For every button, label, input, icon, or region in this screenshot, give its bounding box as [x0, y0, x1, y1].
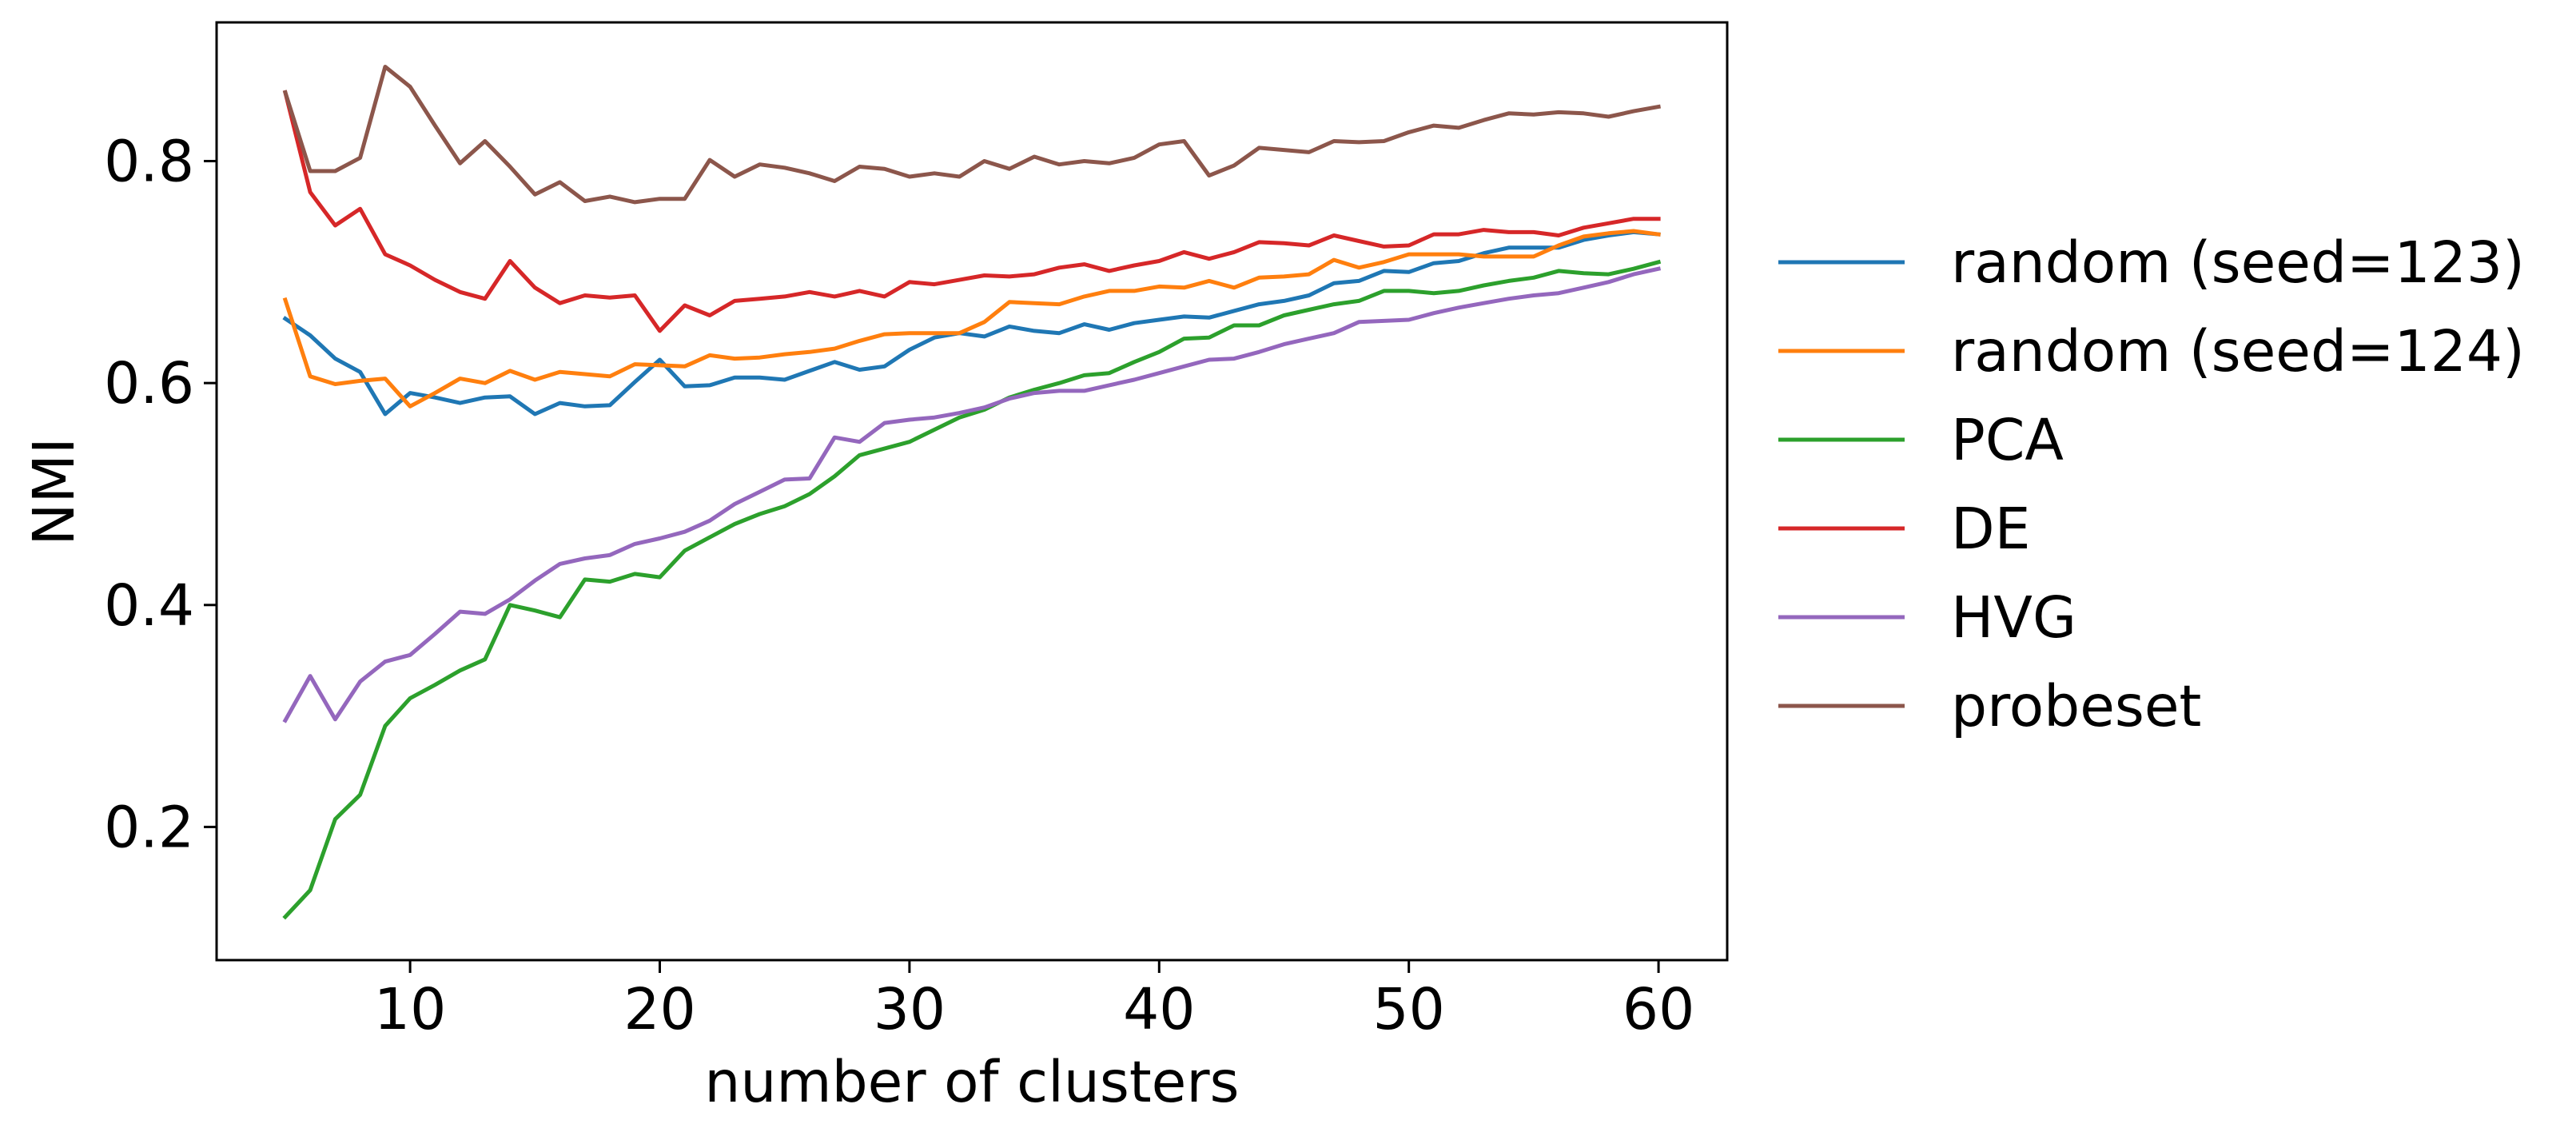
series-line	[282, 266, 1662, 723]
x-axis-ticks: 10 20 30 40 50 60	[374, 960, 1694, 1042]
plot-frame	[215, 21, 1729, 962]
series-line	[282, 259, 1662, 920]
legend-label: HVG	[1951, 584, 2076, 651]
x-tick-label: 10	[374, 976, 446, 1042]
x-tick-label: 60	[1622, 976, 1694, 1042]
x-axis-label: number of clusters	[704, 1049, 1239, 1115]
x-tick-label: 40	[1123, 976, 1195, 1042]
series-line	[282, 65, 1662, 205]
y-tick-label: 0.6	[104, 350, 194, 417]
x-tick-label: 20	[623, 976, 695, 1042]
legend-label: probeset	[1951, 673, 2201, 739]
series-line	[282, 90, 1661, 333]
series-line	[282, 229, 1661, 409]
series-layer	[282, 65, 1662, 920]
y-axis-ticks: 0.2 0.4 0.6 0.8	[104, 129, 217, 860]
series-line	[282, 229, 1661, 417]
legend-label: DE	[1951, 496, 2031, 562]
legend-label: random (seed=123)	[1951, 229, 2525, 296]
x-tick-label: 50	[1373, 976, 1445, 1042]
y-tick-label: 0.4	[104, 572, 194, 639]
legend-label: PCA	[1951, 407, 2064, 473]
y-axis-label: NMI	[21, 437, 87, 545]
legend: random (seed=123) random (seed=124) PCA DE H…	[1778, 229, 2525, 739]
x-tick-label: 30	[874, 976, 946, 1042]
legend-label: random (seed=124)	[1951, 318, 2525, 385]
y-tick-label: 0.2	[104, 794, 194, 860]
y-tick-label: 0.8	[104, 129, 194, 195]
